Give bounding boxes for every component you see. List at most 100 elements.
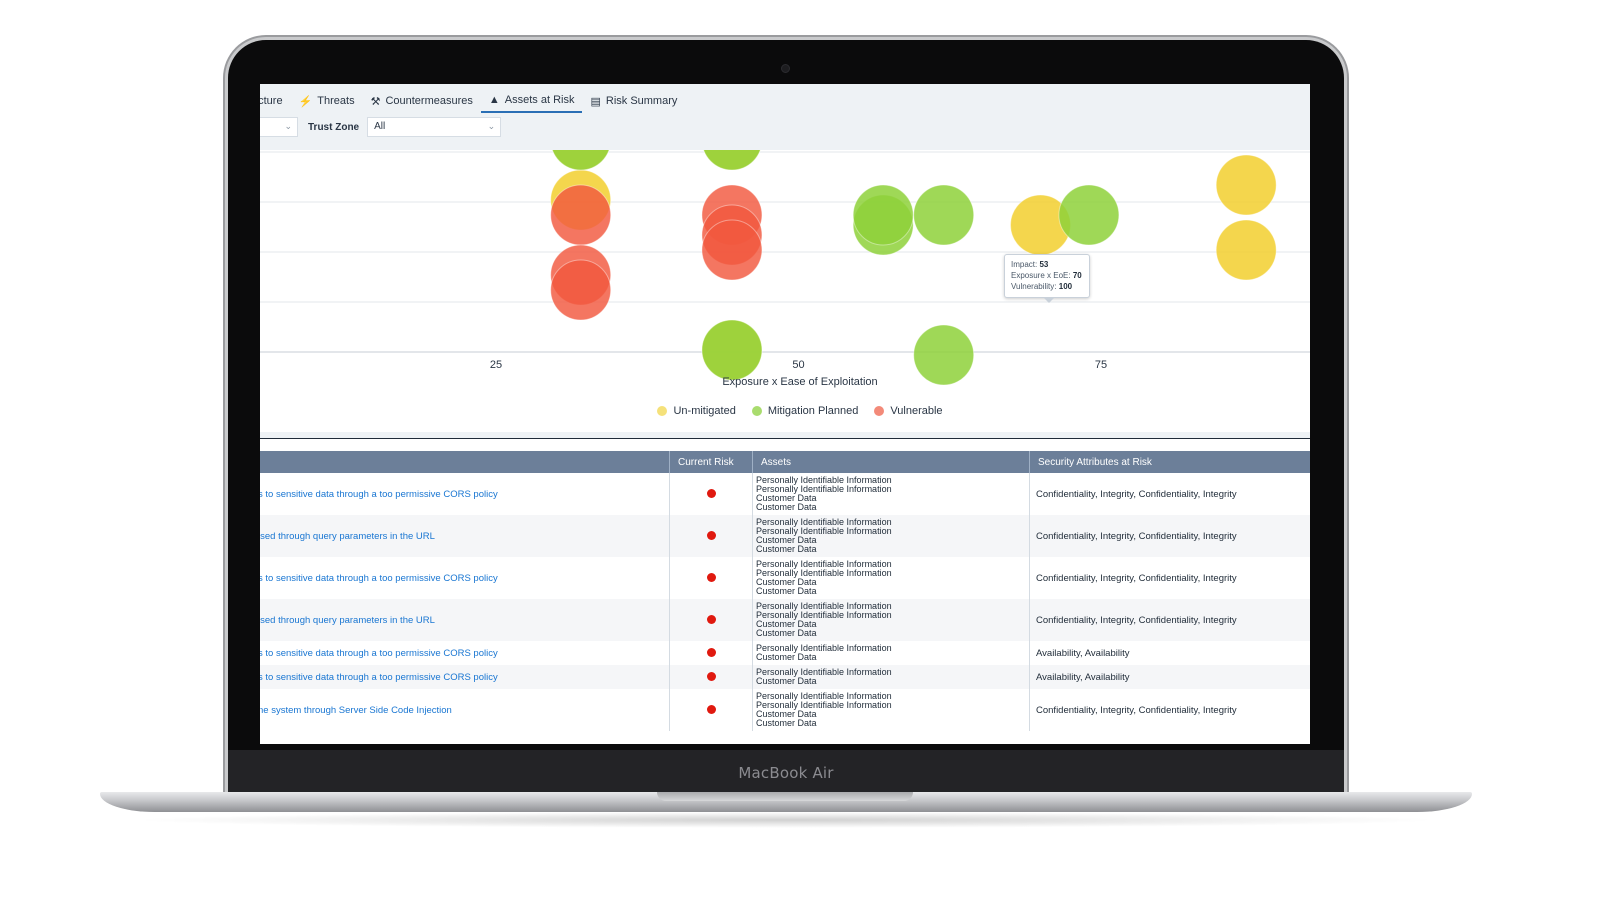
- risk-indicator-icon: [706, 614, 716, 624]
- x-tick-label: 75: [1095, 359, 1107, 371]
- asset-name: Personally Identifiable Information: [756, 691, 892, 701]
- current-risk-cell: [669, 515, 753, 557]
- risk-indicator-icon: [706, 647, 716, 657]
- assets-cell: Personally Identifiable Information Perso…: [752, 599, 1030, 641]
- threat-link[interactable]: ne system through Server Side Code Injec…: [260, 689, 670, 731]
- laptop-chin: MacBook Air: [228, 750, 1344, 792]
- laptop-brand-label: MacBook Air: [738, 764, 834, 782]
- asset-name: Personally Identifiable Information: [756, 700, 892, 710]
- bubble-mitigation-planned[interactable]: [701, 319, 763, 381]
- bubble-mitigation-planned[interactable]: [913, 324, 975, 386]
- table-row[interactable]: s to sensitive data through a too permis…: [260, 557, 1310, 599]
- list-icon: ▤: [590, 95, 601, 108]
- assets-cell: Personally Identifiable Information Perso…: [752, 515, 1030, 557]
- tab-architecture[interactable]: ecture: [260, 90, 291, 112]
- current-risk-cell: [669, 641, 753, 665]
- table-row[interactable]: s to sensitive data through a too permis…: [260, 641, 1310, 665]
- assets-cell: Personally Identifiable Information Custo…: [752, 641, 1030, 665]
- bubble-mitigation-planned[interactable]: [1058, 184, 1120, 246]
- asset-name: Customer Data: [756, 709, 817, 719]
- tab-label: Threats: [317, 95, 355, 107]
- bubble-vulnerable[interactable]: [701, 219, 763, 281]
- legend-dot: [874, 406, 885, 416]
- threat-link[interactable]: ised through query parameters in the URL: [260, 599, 670, 641]
- assets-risk-table: Current Risk Assets Security Attributes …: [260, 451, 1310, 731]
- bubble-mitigation-planned[interactable]: [702, 150, 762, 171]
- asset-name: Personally Identifiable Information: [756, 643, 892, 653]
- warning-triangle-icon: ▲: [488, 94, 500, 106]
- threat-link[interactable]: s to sensitive data through a too permis…: [260, 665, 670, 689]
- threat-link[interactable]: s to sensitive data through a too permis…: [260, 641, 670, 665]
- bubble-vulnerable[interactable]: [550, 184, 612, 246]
- chevron-down-icon: ⌄: [487, 121, 496, 131]
- chevron-down-icon: ⌄: [284, 121, 292, 131]
- security-attributes-cell: Availability, Availability: [1029, 641, 1310, 665]
- risk-indicator-icon: [706, 530, 716, 540]
- current-risk-cell: [669, 473, 753, 515]
- table-row[interactable]: ised through query parameters in the URL…: [260, 599, 1310, 641]
- table-row[interactable]: s to sensitive data through a too permis…: [260, 665, 1310, 689]
- current-risk-cell: [669, 599, 753, 641]
- tab-threats[interactable]: ⚡ Threats: [291, 90, 363, 112]
- table-row[interactable]: ne system through Server Side Code Injec…: [260, 689, 1310, 731]
- laptop-shadow: [130, 812, 1442, 828]
- tab-label: Assets at Risk: [504, 94, 575, 106]
- tab-assets-at-risk[interactable]: ▲ Assets at Risk: [480, 89, 583, 113]
- table-row[interactable]: s to sensitive data through a too permis…: [260, 473, 1310, 515]
- x-axis-title: Exposure x Ease of Exploitation: [722, 376, 878, 388]
- tooltip-exposure: Exposure x EoE: 70: [1011, 271, 1082, 280]
- trust-zone-value: All: [374, 121, 386, 132]
- tab-countermeasures[interactable]: ⚒ Countermeasures: [363, 90, 481, 112]
- assets-cell: Personally Identifiable Information Custo…: [752, 665, 1030, 689]
- security-attributes-cell: Confidentiality, Integrity, Confidential…: [1029, 515, 1310, 557]
- tab-risk-summary[interactable]: ▤ Risk Summary: [582, 90, 685, 112]
- asset-name: Personally Identifiable Information: [756, 484, 892, 494]
- asset-name: Customer Data: [756, 619, 817, 629]
- chart-legend: Un-mitigated Mitigation Planned Vulnerab…: [260, 405, 1310, 417]
- assets-cell: Personally Identifiable Information Perso…: [752, 557, 1030, 599]
- asset-name: Personally Identifiable Information: [756, 568, 892, 578]
- bubble-mitigation-planned[interactable]: [852, 184, 914, 246]
- tooltip-impact: Impact: 53: [1011, 260, 1049, 269]
- legend-item-unmitigated[interactable]: Un-mitigated: [657, 405, 736, 417]
- asset-name: Personally Identifiable Information: [756, 610, 892, 620]
- asset-name: Personally Identifiable Information: [756, 475, 892, 485]
- legend-item-vulnerable[interactable]: Vulnerable: [874, 405, 943, 417]
- legend-item-mitigation-planned[interactable]: Mitigation Planned: [751, 405, 858, 417]
- tooltip-vulnerability: Vulnerability: 100: [1011, 282, 1073, 291]
- bubble-un-mitigated[interactable]: [1215, 154, 1277, 216]
- asset-name: Customer Data: [756, 586, 817, 596]
- camera-icon: [781, 64, 790, 73]
- threat-link[interactable]: s to sensitive data through a too permis…: [260, 473, 670, 515]
- trust-zone-select[interactable]: All ⌄: [367, 117, 502, 137]
- tab-label: Countermeasures: [385, 95, 473, 107]
- trust-zone-label: Trust Zone: [308, 121, 360, 133]
- security-attributes-cell: Confidentiality, Integrity, Confidential…: [1029, 473, 1310, 515]
- threat-link[interactable]: ised through query parameters in the URL: [260, 515, 670, 557]
- asset-name: Customer Data: [756, 544, 817, 554]
- table-header-row: Current Risk Assets Security Attributes …: [260, 451, 1310, 473]
- previous-filter-select[interactable]: ⌄: [260, 117, 298, 137]
- legend-dot: [751, 406, 762, 416]
- asset-name: Customer Data: [756, 535, 817, 545]
- bubble-mitigation-planned[interactable]: [913, 184, 975, 246]
- column-header-security-attributes[interactable]: Security Attributes at Risk: [1029, 451, 1310, 473]
- current-risk-cell: [669, 689, 753, 731]
- threat-link[interactable]: s to sensitive data through a too permis…: [260, 557, 670, 599]
- bubble-chart-svg: 25 50 75: [260, 150, 1310, 386]
- risk-indicator-icon: [706, 488, 716, 498]
- chart-tooltip: Impact: 53 Exposure x EoE: 70 Vulnerabil…: [1004, 254, 1090, 303]
- legend-dot: [657, 406, 668, 416]
- asset-name: Customer Data: [756, 652, 817, 662]
- asset-name: Personally Identifiable Information: [756, 526, 892, 536]
- risk-indicator-icon: [706, 671, 716, 681]
- bubble-vulnerable[interactable]: [550, 259, 612, 321]
- app-screen: ecture ⚡ Threats ⚒ Countermeasures ▲ Ass…: [260, 84, 1310, 744]
- bubble-mitigation-planned[interactable]: [551, 150, 611, 171]
- bubble-un-mitigated[interactable]: [1215, 219, 1277, 281]
- table-row[interactable]: ised through query parameters in the URL…: [260, 515, 1310, 557]
- column-header-assets[interactable]: Assets: [752, 451, 1030, 473]
- column-header-current-risk[interactable]: Current Risk: [669, 451, 753, 473]
- column-header-threat[interactable]: [260, 451, 670, 473]
- security-attributes-cell: Confidentiality, Integrity, Confidential…: [1029, 689, 1310, 731]
